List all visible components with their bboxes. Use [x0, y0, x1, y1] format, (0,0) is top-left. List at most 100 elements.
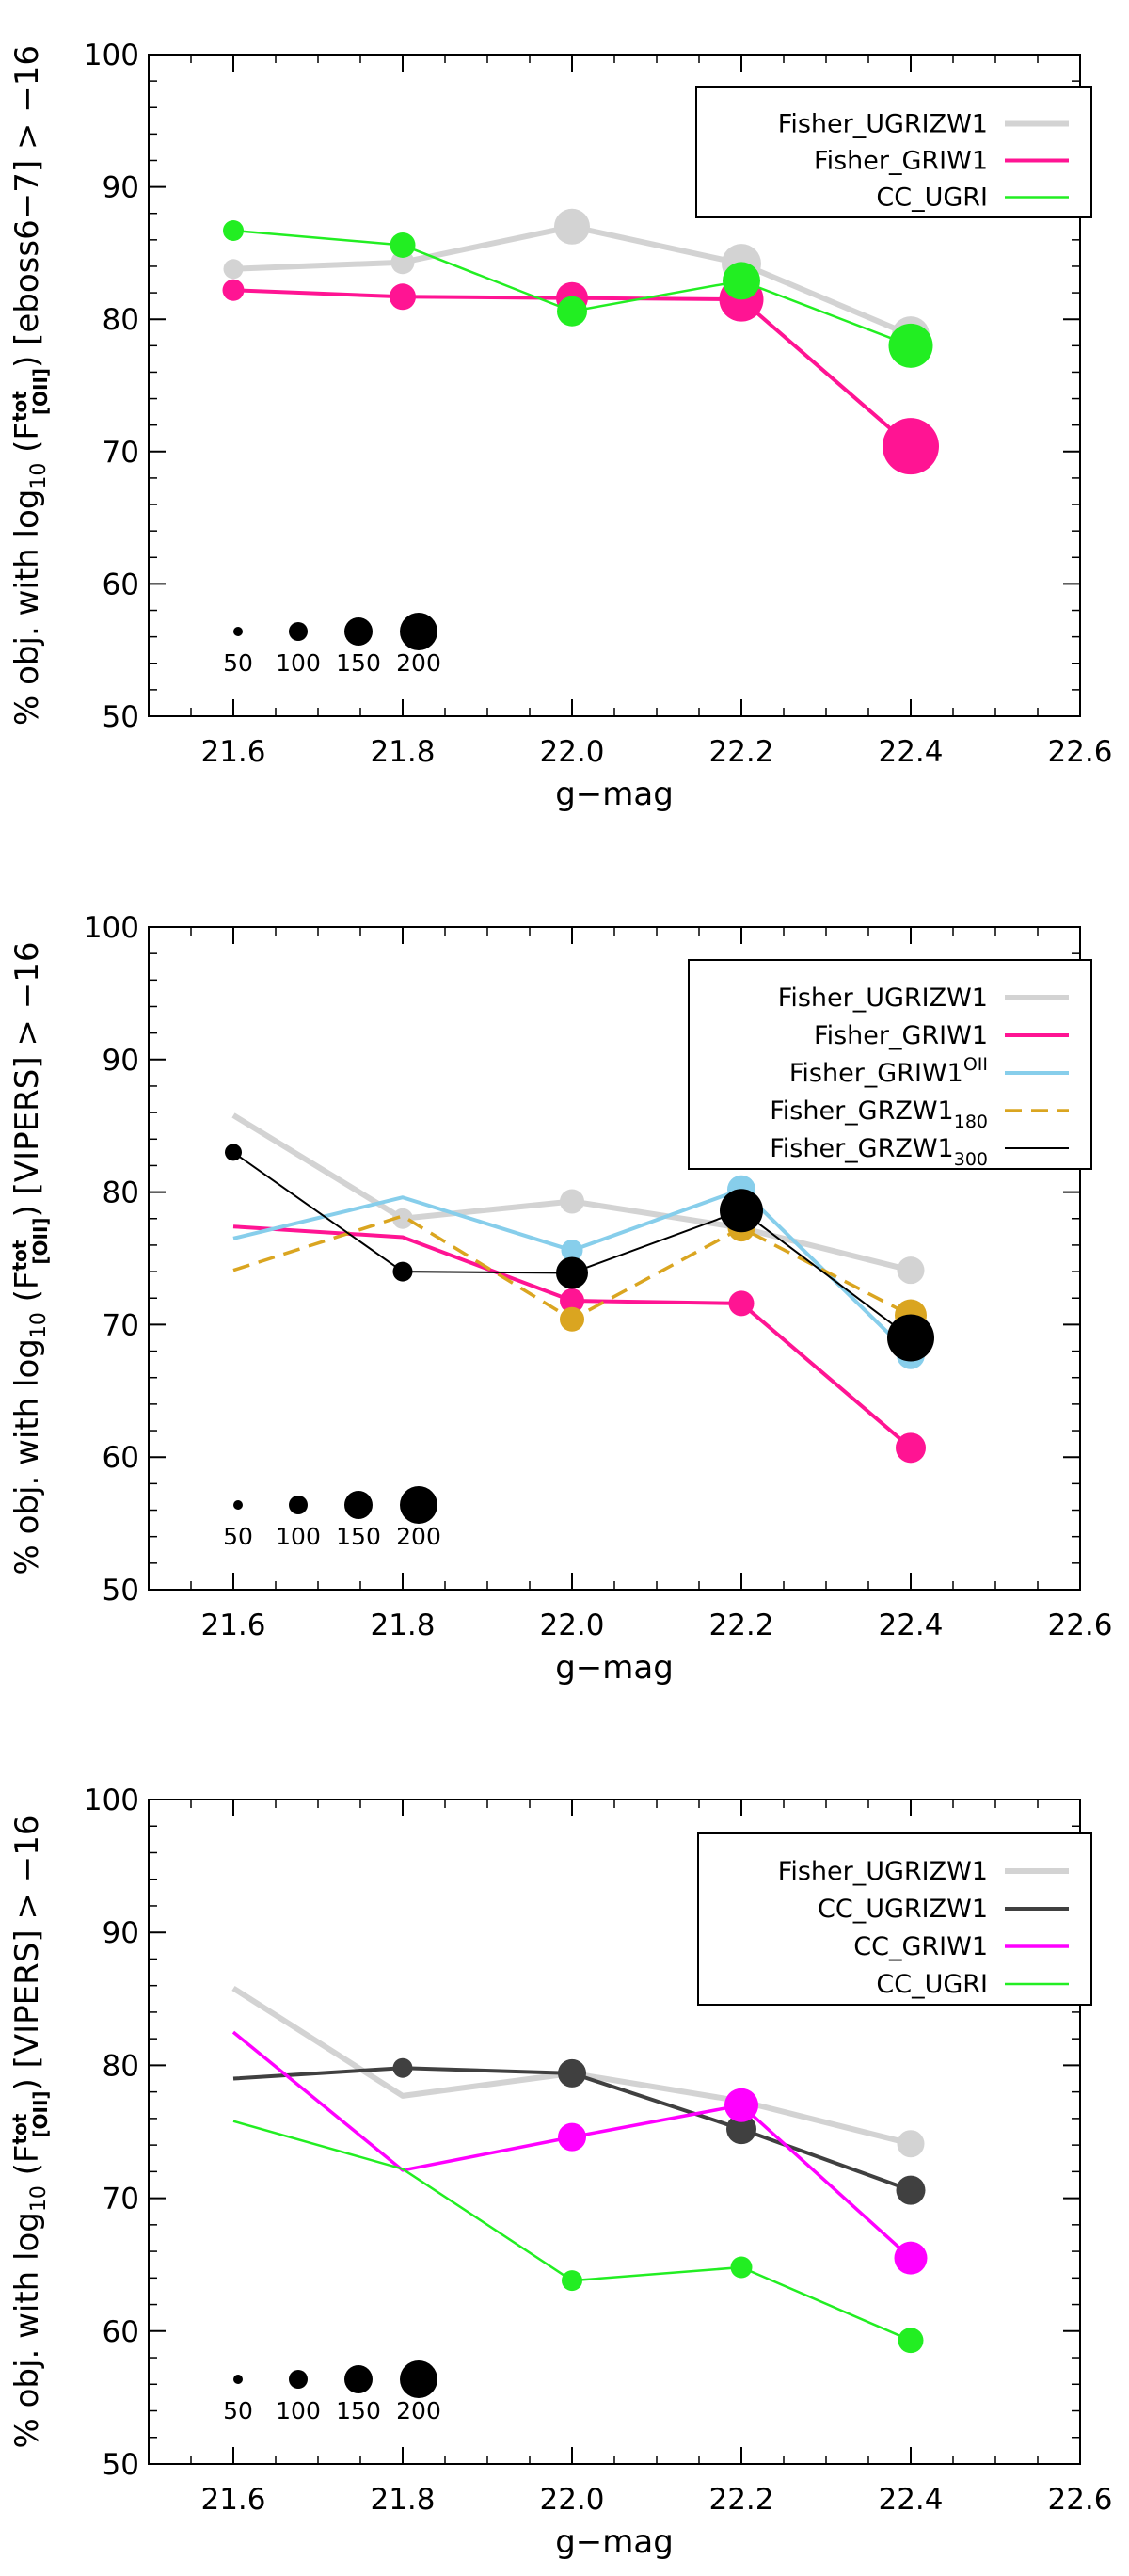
x-tick-label: 22.4	[878, 2483, 943, 2517]
size-legend-marker	[400, 613, 437, 650]
x-tick-label: 21.6	[200, 735, 265, 769]
x-tick-label: 21.8	[370, 1608, 435, 1642]
data-point	[726, 2114, 756, 2145]
data-point	[390, 283, 416, 311]
y-tick-label: 70	[103, 436, 139, 470]
y-tick-label: 90	[103, 1916, 139, 1950]
size-legend-marker	[289, 622, 308, 641]
x-tick-label: 22.2	[708, 2483, 773, 2517]
x-tick-label: 21.8	[370, 735, 435, 769]
series-cc-ugri	[232, 2120, 924, 2354]
size-legend-label: 200	[396, 649, 441, 677]
y-tick-label: 100	[84, 39, 139, 72]
data-point	[558, 2058, 586, 2088]
data-point	[898, 2328, 924, 2354]
size-legend: 50 100 150 200	[223, 613, 441, 677]
size-legend-marker	[233, 2375, 243, 2384]
x-tick-label: 22.6	[1047, 735, 1112, 769]
data-point	[724, 2088, 758, 2122]
chart-panel-3: 21.6 21.8 22.0 22.2 22.4 22.6 50 60 70 80 90 100 g−m…	[8, 1784, 1113, 2561]
legend-box	[697, 1832, 1092, 2006]
size-legend-label: 200	[396, 2397, 441, 2424]
legend-label: Fisher_GRZW1300	[770, 1134, 988, 1170]
legend-label: Fisher_UGRIZW1	[778, 984, 988, 1013]
y-tick-label: 100	[84, 1784, 139, 1817]
y-axis-title: % obj. with log10 (Ftot[OII]) [VIPERS] >…	[8, 942, 52, 1576]
size-legend-marker	[344, 2365, 373, 2393]
y-tick-label: 80	[103, 2049, 139, 2083]
y-tick-label: 60	[103, 2315, 139, 2349]
data-point	[897, 2130, 925, 2158]
y-tick-label: 70	[103, 2183, 139, 2216]
size-legend-label: 150	[336, 649, 381, 677]
data-point	[223, 259, 244, 280]
series-fisher-grzw1-300	[225, 1144, 934, 1362]
data-point	[728, 1290, 755, 1317]
data-point	[222, 279, 245, 301]
size-legend-marker	[289, 2370, 308, 2389]
size-legend-marker	[344, 617, 373, 646]
y-tick-label: 50	[103, 2448, 139, 2482]
size-legend-label: 150	[336, 1523, 381, 1550]
size-legend: 50 100 150 200	[223, 1486, 441, 1550]
y-tick-label: 60	[103, 1441, 139, 1475]
data-point	[888, 323, 933, 368]
data-point	[561, 1240, 583, 1262]
size-legend-label: 50	[223, 1523, 253, 1550]
y-tick-label: 70	[103, 1308, 139, 1342]
legend: Fisher_UGRIZW1 Fisher_GRIW1 Fisher_GRIW1OI…	[688, 959, 1092, 1170]
size-legend: 50 100 150 200	[223, 2360, 441, 2424]
size-legend-label: 100	[276, 649, 321, 677]
data-point	[554, 208, 590, 245]
legend-label: Fisher_UGRIZW1	[778, 1857, 988, 1886]
data-point	[887, 1314, 934, 1362]
y-tick-label: 50	[103, 700, 139, 734]
series-cc-ugrizw1	[232, 2057, 926, 2205]
size-legend-marker	[289, 1496, 308, 1514]
y-axis-title: % obj. with log10 (Ftot[OII]) [VIPERS] >…	[8, 1816, 52, 2449]
x-tick-label: 22.6	[1047, 1608, 1112, 1642]
y-axis-title: % obj. with log10 (Ftot[OII]) [eboss6−7]…	[8, 45, 52, 726]
size-legend-marker	[233, 627, 243, 636]
size-legend-label: 100	[276, 2397, 321, 2424]
data-point	[225, 1144, 242, 1161]
legend-label: Fisher_GRZW1180	[770, 1096, 988, 1132]
data-point	[562, 2270, 582, 2292]
series-cc-griw1	[231, 2030, 928, 2275]
y-tick-label: 90	[103, 171, 139, 205]
series-cc-ugri	[223, 219, 933, 368]
data-point	[723, 262, 760, 300]
size-legend-marker	[400, 1486, 437, 1524]
x-tick-label: 22.2	[708, 735, 773, 769]
x-axis-title: g−mag	[555, 1649, 674, 1687]
data-point	[390, 250, 415, 275]
legend-label: CC_GRIW1	[853, 1932, 988, 1961]
data-point	[730, 2256, 753, 2279]
data-point	[896, 1432, 926, 1464]
size-legend-marker	[344, 1491, 373, 1519]
legend-box	[695, 86, 1092, 218]
x-tick-label: 22.0	[539, 1608, 604, 1642]
x-tick-label: 21.6	[200, 1608, 265, 1642]
y-tick-label: 60	[103, 568, 139, 601]
legend-label: Fisher_UGRIZW1	[778, 110, 988, 139]
data-point	[557, 296, 587, 327]
data-point	[558, 2122, 586, 2152]
y-tick-label: 80	[103, 1176, 139, 1210]
size-legend-label: 200	[396, 1523, 441, 1550]
chart-panel-2: 21.6 21.8 22.0 22.2 22.4 22.6 50 60 70 80 90 100 g−m…	[8, 911, 1113, 1687]
chart-panel-1: 21.6 21.8 22.0 22.2 22.4 22.6 50 60 70 80 90 100 g−m…	[8, 39, 1113, 813]
x-tick-label: 22.0	[539, 735, 604, 769]
data-point	[392, 1208, 413, 1229]
data-point	[883, 418, 939, 475]
x-tick-label: 21.6	[200, 2483, 265, 2517]
legend: Fisher_UGRIZW1 Fisher_GRIW1 CC_UGRI	[695, 86, 1092, 218]
x-axis-title: g−mag	[555, 776, 674, 813]
size-legend-label: 100	[276, 1523, 321, 1550]
data-point	[560, 1306, 584, 1332]
data-point	[392, 1261, 413, 1282]
x-tick-label: 21.8	[370, 2483, 435, 2517]
legend-label: CC_UGRIZW1	[818, 1895, 988, 1924]
data-point	[720, 1189, 763, 1233]
